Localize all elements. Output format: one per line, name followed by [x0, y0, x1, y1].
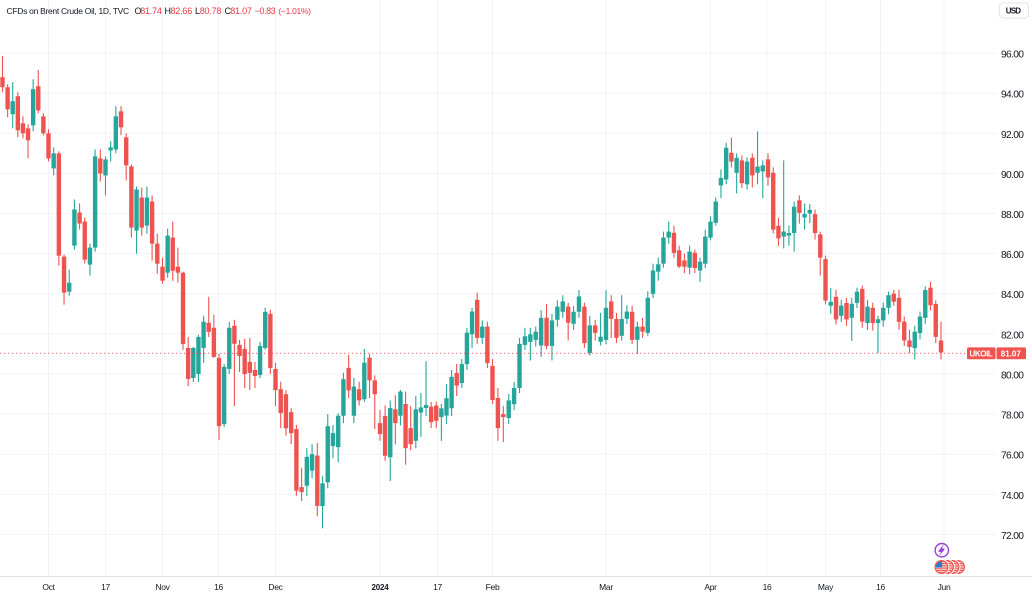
svg-text:L: L	[195, 6, 200, 16]
svg-text:82.66: 82.66	[171, 6, 193, 16]
svg-text:Mar: Mar	[599, 582, 613, 592]
svg-text:78.00: 78.00	[1001, 411, 1024, 422]
svg-text:84.00: 84.00	[1001, 290, 1024, 301]
svg-text:80.00: 80.00	[1001, 371, 1024, 382]
svg-text:81.74: 81.74	[140, 6, 162, 16]
svg-text:UKOIL: UKOIL	[970, 349, 993, 358]
svg-text:Apr: Apr	[704, 582, 717, 592]
svg-text:16: 16	[876, 582, 885, 592]
svg-text:Jun: Jun	[938, 582, 951, 592]
svg-text:72.00: 72.00	[1001, 531, 1024, 542]
svg-text:90.00: 90.00	[1001, 170, 1024, 181]
svg-text:74.00: 74.00	[1001, 491, 1024, 502]
svg-text:17: 17	[433, 582, 442, 592]
svg-text:O: O	[135, 6, 142, 16]
svg-text:CFDs on Brent Crude Oil, 1D, T: CFDs on Brent Crude Oil, 1D, TVC	[7, 6, 130, 16]
svg-text:86.00: 86.00	[1001, 250, 1024, 261]
svg-text:17: 17	[101, 582, 110, 592]
svg-text:76.00: 76.00	[1001, 451, 1024, 462]
svg-text:H: H	[165, 6, 172, 16]
svg-text:Feb: Feb	[486, 582, 500, 592]
svg-text:Nov: Nov	[155, 582, 170, 592]
svg-text:C: C	[225, 6, 232, 16]
svg-text:USD: USD	[1006, 7, 1022, 16]
svg-text:81.07: 81.07	[230, 6, 252, 16]
svg-text:81.07: 81.07	[1001, 349, 1022, 358]
svg-text:92.00: 92.00	[1001, 130, 1024, 141]
svg-text:Oct: Oct	[42, 582, 55, 592]
svg-text:−0.83: −0.83	[255, 6, 276, 16]
svg-text:88.00: 88.00	[1001, 210, 1024, 221]
svg-text:(−1.01%): (−1.01%)	[278, 6, 311, 16]
svg-text:80.78: 80.78	[200, 6, 222, 16]
svg-text:Dec: Dec	[268, 582, 283, 592]
svg-text:96.00: 96.00	[1001, 50, 1024, 61]
svg-text:16: 16	[763, 582, 772, 592]
svg-text:2024: 2024	[372, 583, 390, 592]
svg-text:82.00: 82.00	[1001, 330, 1024, 341]
svg-text:16: 16	[214, 582, 223, 592]
svg-text:94.00: 94.00	[1001, 90, 1024, 101]
svg-text:May: May	[818, 582, 834, 592]
